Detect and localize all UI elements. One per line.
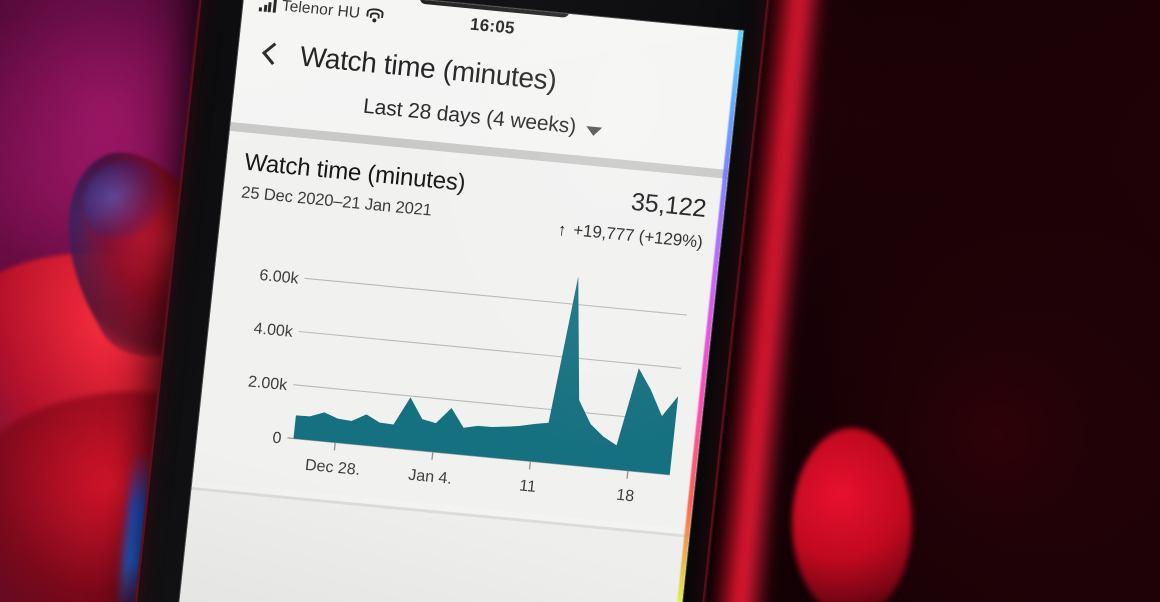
metric-delta: ↑ +19,777 (+129%) — [557, 219, 704, 253]
svg-text:6.00k: 6.00k — [259, 267, 301, 288]
chevron-down-icon — [585, 125, 603, 137]
phone-screen: Telenor HU 16:05 Watch time (minutes) La… — [173, 0, 744, 602]
back-chevron-icon — [261, 42, 285, 66]
back-button[interactable] — [248, 28, 295, 80]
metric-card-right: 35,122 ↑ +19,777 (+129%) — [557, 179, 708, 253]
svg-text:2.00k: 2.00k — [247, 373, 289, 394]
svg-text:18: 18 — [615, 487, 635, 506]
metric-card: Watch time (minutes) 25 Dec 2020–21 Jan … — [192, 130, 728, 529]
svg-text:0: 0 — [272, 430, 283, 448]
trend-up-arrow-icon: ↑ — [556, 219, 568, 240]
metric-card-left: Watch time (minutes) 25 Dec 2020–21 Jan … — [240, 149, 466, 224]
svg-text:Jan 4.: Jan 4. — [408, 467, 453, 488]
metric-delta-text: +19,777 (+129%) — [572, 220, 704, 252]
svg-text:4.00k: 4.00k — [253, 320, 295, 341]
metric-total-value: 35,122 — [629, 187, 708, 223]
svg-text:11: 11 — [518, 477, 536, 496]
smartphone-device: Telenor HU 16:05 Watch time (minutes) La… — [128, 0, 774, 602]
chart-svg: 0 2.00k 4.00k 6.00k Dec 28. Jan 4. 11 18 — [247, 267, 687, 506]
background-red-bokeh-light — [792, 428, 912, 602]
svg-text:Dec 28.: Dec 28. — [304, 457, 361, 479]
watch-time-chart[interactable]: 0 2.00k 4.00k 6.00k Dec 28. Jan 4. 11 18 — [211, 224, 699, 517]
